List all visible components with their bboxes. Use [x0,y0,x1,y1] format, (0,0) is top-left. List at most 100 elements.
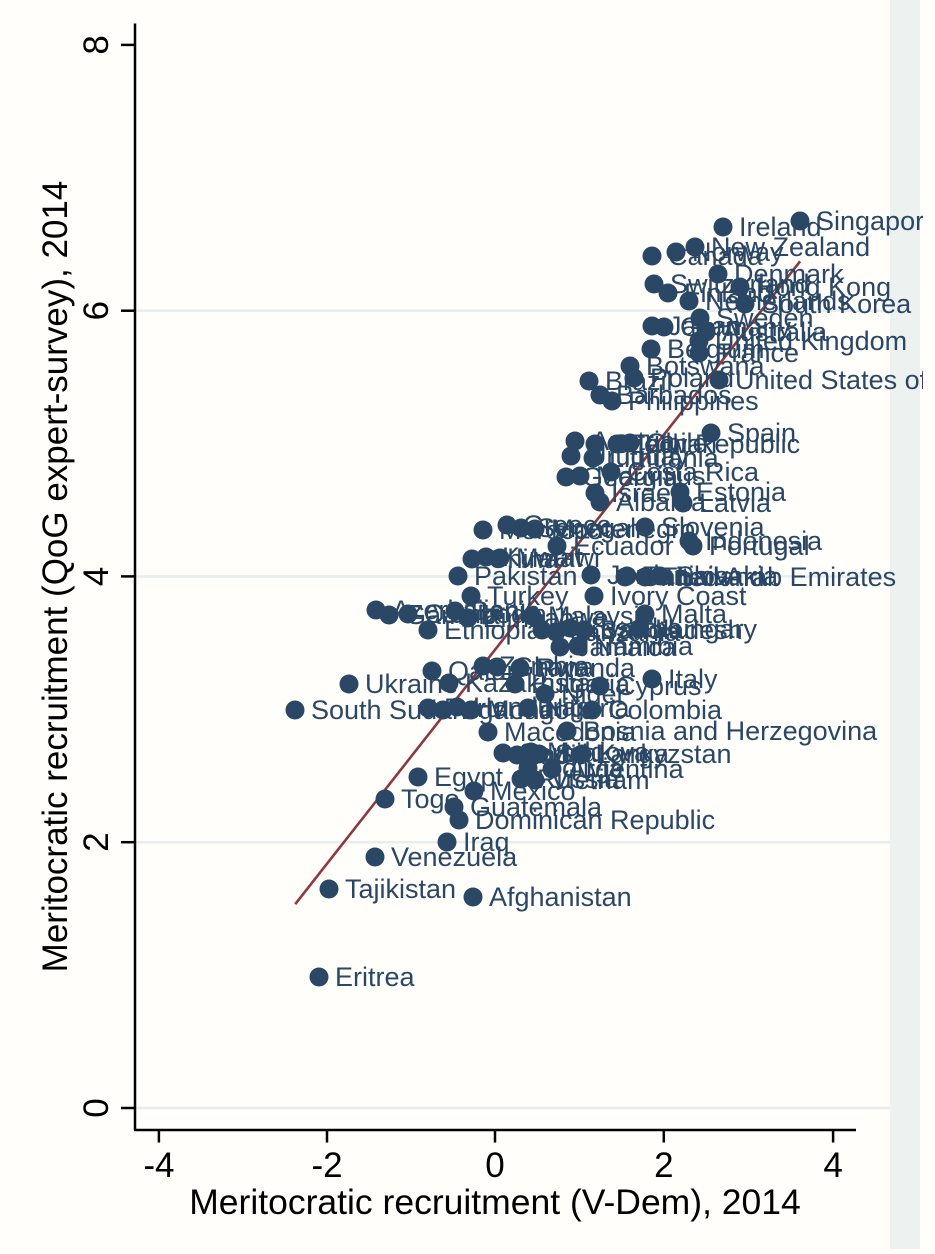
svg-text:Zambia: Zambia [499,651,590,681]
svg-text:Georgia: Georgia [582,462,679,492]
svg-text:4: 4 [77,567,116,586]
svg-text:Taiwan: Taiwan [633,429,717,459]
svg-text:United Kingdom: United Kingdom [715,326,907,356]
svg-text:Brazil: Brazil [605,366,673,396]
svg-text:2: 2 [77,832,116,851]
svg-text:Greece: Greece [523,510,612,540]
svg-text:France: France [715,338,799,368]
svg-text:4: 4 [823,1146,842,1185]
svg-text:Switzerland: Switzerland [670,269,810,299]
svg-text:Finland: Finland [684,278,773,308]
svg-text:Russia: Russia [537,764,621,794]
svg-text:Zimbabwe: Zimbabwe [484,603,609,633]
svg-text:Norway: Norway [692,237,784,267]
svg-text:United Arab Emirates: United Arab Emirates [641,562,896,592]
svg-text:Israel: Israel [611,478,677,508]
svg-text:Uruguay: Uruguay [587,441,690,471]
svg-text:Mauritius: Mauritius [596,461,706,491]
svg-text:Malawi: Malawi [516,543,600,573]
svg-text:Austria: Austria [591,426,676,456]
svg-text:Dominican Republic: Dominican Republic [475,805,715,835]
svg-text:Sri Lanka: Sri Lanka [555,739,670,769]
svg-text:Hong Kong: Hong Kong [756,272,891,302]
svg-text:Serbia: Serbia [519,738,598,768]
svg-text:Japan: Japan [668,311,742,341]
svg-text:Guatemala: Guatemala [470,792,603,822]
svg-text:Afghanistan: Afghanistan [489,882,632,912]
svg-text:Slovakia: Slovakia [676,561,779,591]
svg-text:Denmark: Denmark [734,259,844,289]
svg-text:Slovenia: Slovenia [661,512,766,542]
svg-text:Peru: Peru [444,693,501,723]
svg-text:Iraq: Iraq [463,827,510,857]
svg-text:Portugal: Portugal [709,531,810,561]
svg-text:Kuwait: Kuwait [502,542,584,572]
svg-text:Tajikistan: Tajikistan [345,874,456,904]
svg-text:Meritocratic recruitment (QoG: Meritocratic recruitment (QoG expert-sur… [36,181,75,973]
svg-text:Bosnia and Herzegovina: Bosnia and Herzegovina [583,716,878,746]
svg-text:United States of America: United States of America [735,365,935,395]
svg-text:Tanzania: Tanzania [572,617,681,647]
svg-text:Montenegro: Montenegro [551,514,695,544]
svg-text:Bulgaria: Bulgaria [531,669,631,699]
svg-text:Lesotho: Lesotho [586,613,682,643]
svg-text:Barbados: Barbados [616,380,732,410]
svg-text:Kenya: Kenya [558,615,636,645]
svg-text:Latvia: Latvia [699,488,772,518]
svg-text:Senegal: Senegal [537,513,636,543]
svg-text:Tunisia: Tunisia [643,561,730,591]
svg-text:Bolivia: Bolivia [544,753,625,783]
svg-text:Ecuador: Ecuador [573,531,674,561]
svg-text:Ghana: Ghana [513,652,595,682]
svg-text:Sweden: Sweden [716,303,814,333]
svg-text:Hungary: Hungary [655,614,758,644]
svg-text:Cyprus: Cyprus [616,671,702,701]
svg-text:0: 0 [77,1098,116,1117]
svg-text:Pakistan: Pakistan [474,561,578,591]
svg-text:Kyrgyzstan: Kyrgyzstan [598,739,732,769]
svg-text:Ukraine: Ukraine [365,669,458,699]
svg-text:Canada: Canada [668,241,764,271]
svg-text:Ivory Coast: Ivory Coast [610,581,747,611]
svg-text:Bangladesh: Bangladesh [600,615,743,645]
svg-text:Ethiopia: Ethiopia [444,615,543,645]
svg-text:Czech Republic: Czech Republic [611,429,800,459]
svg-text:Germany: Germany [680,312,792,342]
svg-text:Thailand: Thailand [661,562,765,592]
svg-text:Albania: Albania [616,487,707,517]
svg-text:Jordan: Jordan [607,560,690,590]
svg-text:Italy: Italy [668,664,718,694]
svg-text:Philippines: Philippines [628,386,759,416]
svg-text:Honduras: Honduras [473,692,590,722]
svg-text:Gambia: Gambia [405,600,501,630]
svg-text:Botswana: Botswana [646,351,766,381]
svg-text:South Korea: South Korea [761,289,912,319]
svg-text:Argentina: Argentina [568,754,685,784]
svg-text:Egypt: Egypt [434,762,504,792]
svg-text:Estonia: Estonia [696,477,787,507]
svg-text:Chile: Chile [646,428,708,458]
svg-text:Rwanda: Rwanda [536,653,636,683]
svg-text:Vietnam: Vietnam [551,765,650,795]
svg-text:Ireland: Ireland [739,212,822,242]
svg-text:-2: -2 [311,1146,342,1185]
svg-text:Benin: Benin [471,596,540,626]
svg-text:Venezuela: Venezuela [391,842,518,872]
svg-text:Eritrea: Eritrea [335,962,416,992]
svg-text:Jamaica: Jamaica [576,632,678,662]
svg-text:2: 2 [654,1146,673,1185]
svg-text:Lithuania: Lithuania [609,443,720,473]
svg-text:Macedonia: Macedonia [504,717,637,747]
svg-text:Kazakhstan: Kazakhstan [465,668,606,698]
svg-text:New Zealand: New Zealand [711,232,870,262]
svg-text:Moldova: Moldova [547,737,650,767]
svg-text:Qatar: Qatar [448,656,516,686]
svg-text:Uganda: Uganda [459,695,555,725]
svg-text:6: 6 [77,301,116,320]
svg-text:Belgium: Belgium [667,334,765,364]
svg-text:Togo: Togo [401,784,460,814]
svg-text:Mongolia: Mongolia [487,695,598,725]
svg-text:Indonesia: Indonesia [705,526,823,556]
svg-text:Meritocratic recruitment (V-De: Meritocratic recruitment (V-Dem), 2014 [189,1182,801,1222]
svg-text:Costa Rica: Costa Rica [627,457,760,487]
